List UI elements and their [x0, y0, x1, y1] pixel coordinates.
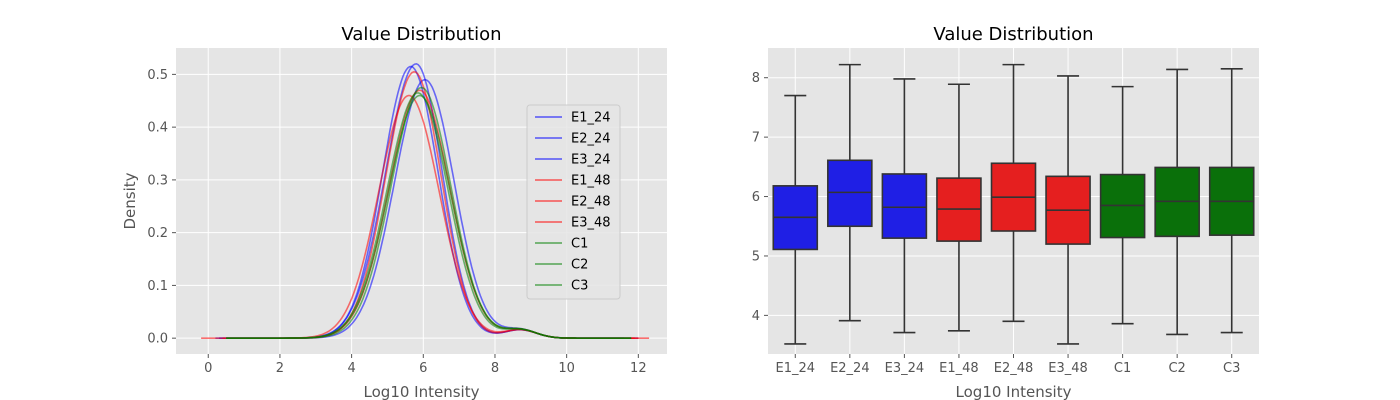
x-tick-label: 8	[491, 361, 499, 376]
x-tick-label: C1	[1114, 361, 1131, 376]
y-tick-label: 7	[752, 131, 760, 146]
legend-label: C3	[571, 279, 588, 294]
y-tick-label: 0.4	[147, 121, 168, 136]
box-body	[881, 173, 928, 239]
legend-label: E1_48	[571, 174, 611, 189]
x-tick-label: C3	[1223, 361, 1240, 376]
density-y-ticks: 0.0 0.1 0.2 0.3 0.4 0.5	[147, 68, 176, 347]
legend-label: E1_24	[571, 111, 611, 126]
x-tick-label: 6	[419, 361, 427, 376]
x-tick-label: 2	[276, 361, 284, 376]
legend-label: C1	[571, 237, 588, 252]
y-tick-label: 0.3	[147, 173, 168, 188]
box-c3	[1208, 67, 1255, 334]
y-tick-label: 0.2	[147, 226, 168, 241]
density-title: Value Distribution	[341, 24, 501, 45]
boxplot-x-axis-label: Log10 Intensity	[956, 383, 1072, 400]
density-panel: 0 2 4 6 8 10 12 0.0 0.1 0.2 0.3 0.4 0.5 Value Distr…	[121, 24, 667, 400]
box-c2	[1154, 68, 1200, 336]
box-e1_48	[936, 83, 982, 332]
y-tick-label: 0.5	[147, 68, 168, 83]
x-tick-label: E3_48	[1048, 361, 1088, 376]
boxplot-title: Value Distribution	[933, 24, 1093, 45]
box-c1	[1099, 85, 1146, 325]
density-legend: E1_24 E2_24 E3_24 E1_48 E2_48 E3_48 C1 C2 C3	[526, 104, 621, 300]
density-y-axis-label: Density	[121, 172, 139, 229]
y-tick-label: 5	[752, 249, 760, 264]
x-tick-label: E1_48	[939, 361, 979, 376]
x-tick-label: 12	[630, 361, 647, 376]
box-e2_48	[990, 63, 1037, 323]
y-tick-label: 8	[752, 71, 760, 86]
x-tick-label: E3_24	[885, 361, 925, 376]
boxplot-panel: E1_24 E2_24 E3_24 E1_48 E2_48 E3_48 C1 C2 C3 4 5 6…	[752, 24, 1259, 400]
x-tick-label: E2_48	[994, 361, 1034, 376]
x-tick-label: E1_24	[776, 361, 816, 376]
x-tick-label: E2_24	[830, 361, 870, 376]
density-x-axis-label: Log10 Intensity	[364, 383, 480, 400]
y-tick-label: 0.0	[147, 332, 168, 347]
x-tick-label: 4	[347, 361, 355, 376]
legend-label: E2_48	[571, 195, 611, 210]
boxplot-x-ticks: E1_24 E2_24 E3_24 E1_48 E2_48 E3_48 C1 C2 C3	[776, 354, 1240, 376]
y-tick-label: 4	[752, 309, 760, 324]
box-e1_24	[772, 94, 819, 345]
x-tick-label: 0	[204, 361, 212, 376]
legend-label: E2_24	[571, 132, 611, 147]
boxplot-boxes	[772, 63, 1255, 345]
density-lines	[201, 62, 650, 340]
box-body	[827, 159, 873, 228]
box-e3_24	[881, 78, 928, 334]
y-tick-label: 6	[752, 190, 760, 205]
density-x-ticks: 0 2 4 6 8 10 12	[204, 354, 647, 376]
x-tick-label: 10	[558, 361, 575, 376]
box-e3_48	[1045, 75, 1091, 345]
density-line-c3	[226, 94, 632, 340]
y-tick-label: 0.1	[147, 279, 168, 294]
legend-label: E3_48	[571, 216, 611, 231]
legend-frame	[526, 104, 621, 300]
box-e2_24	[827, 63, 873, 322]
boxplot-y-ticks: 4 5 6 7 8	[752, 71, 768, 324]
x-tick-label: C2	[1168, 361, 1185, 376]
legend-label: E3_24	[571, 153, 611, 168]
legend-label: C2	[571, 258, 588, 273]
